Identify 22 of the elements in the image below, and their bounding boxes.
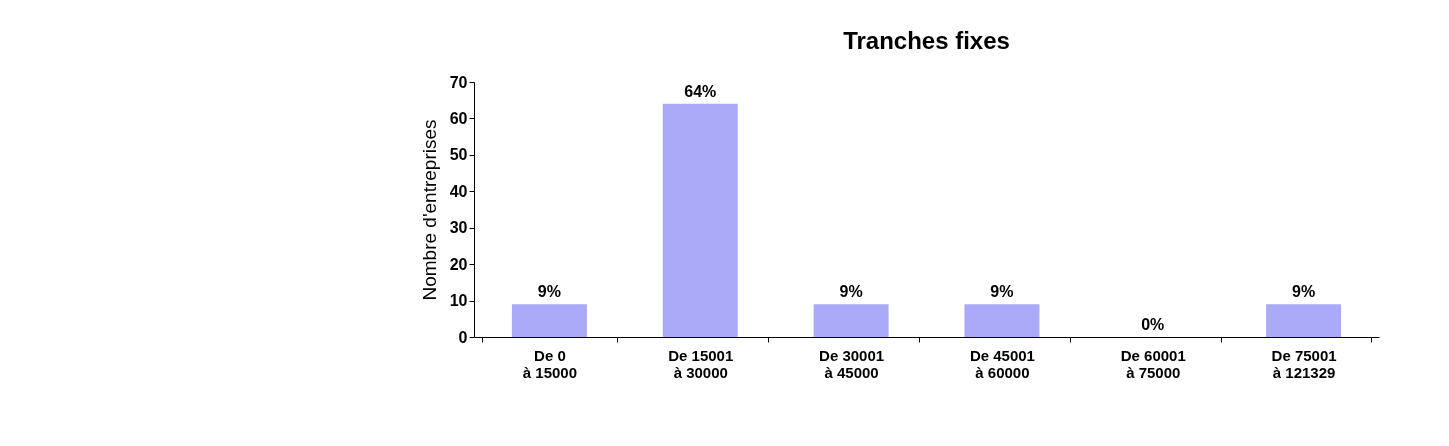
y-tick-label: 50 [449, 146, 468, 164]
x-tick-label: De 15001 à 30000 [668, 346, 734, 381]
x-tick-label: De 30001 à 45000 [819, 346, 885, 381]
y-tick-label: 40 [449, 182, 468, 200]
chart-title: Tranches fixes [843, 27, 1010, 54]
y-tick-label: 30 [449, 219, 468, 237]
y-tick-label: 0 [458, 328, 468, 346]
x-tick-label: De 0 à 15000 [522, 346, 578, 381]
y-tick-label: 70 [449, 73, 468, 91]
data-label: 64% [684, 82, 717, 100]
data-label: 0% [1141, 316, 1165, 333]
y-axis-title: Nombre d'entreprises [418, 119, 440, 301]
x-tick-label: De 45001 à 60000 [969, 346, 1035, 381]
x-tick-label: De 75001 à 121329 [1271, 346, 1337, 381]
y-tick-label: 20 [449, 255, 468, 273]
y-tick-label: 10 [449, 292, 468, 310]
data-label: 9% [990, 283, 1014, 301]
x-tick-label: De 60001 à 75000 [1120, 346, 1186, 381]
data-label: 9% [839, 283, 863, 301]
data-label: 9% [537, 283, 561, 301]
y-tick-label: 60 [449, 109, 468, 127]
data-label: 9% [1292, 283, 1316, 301]
